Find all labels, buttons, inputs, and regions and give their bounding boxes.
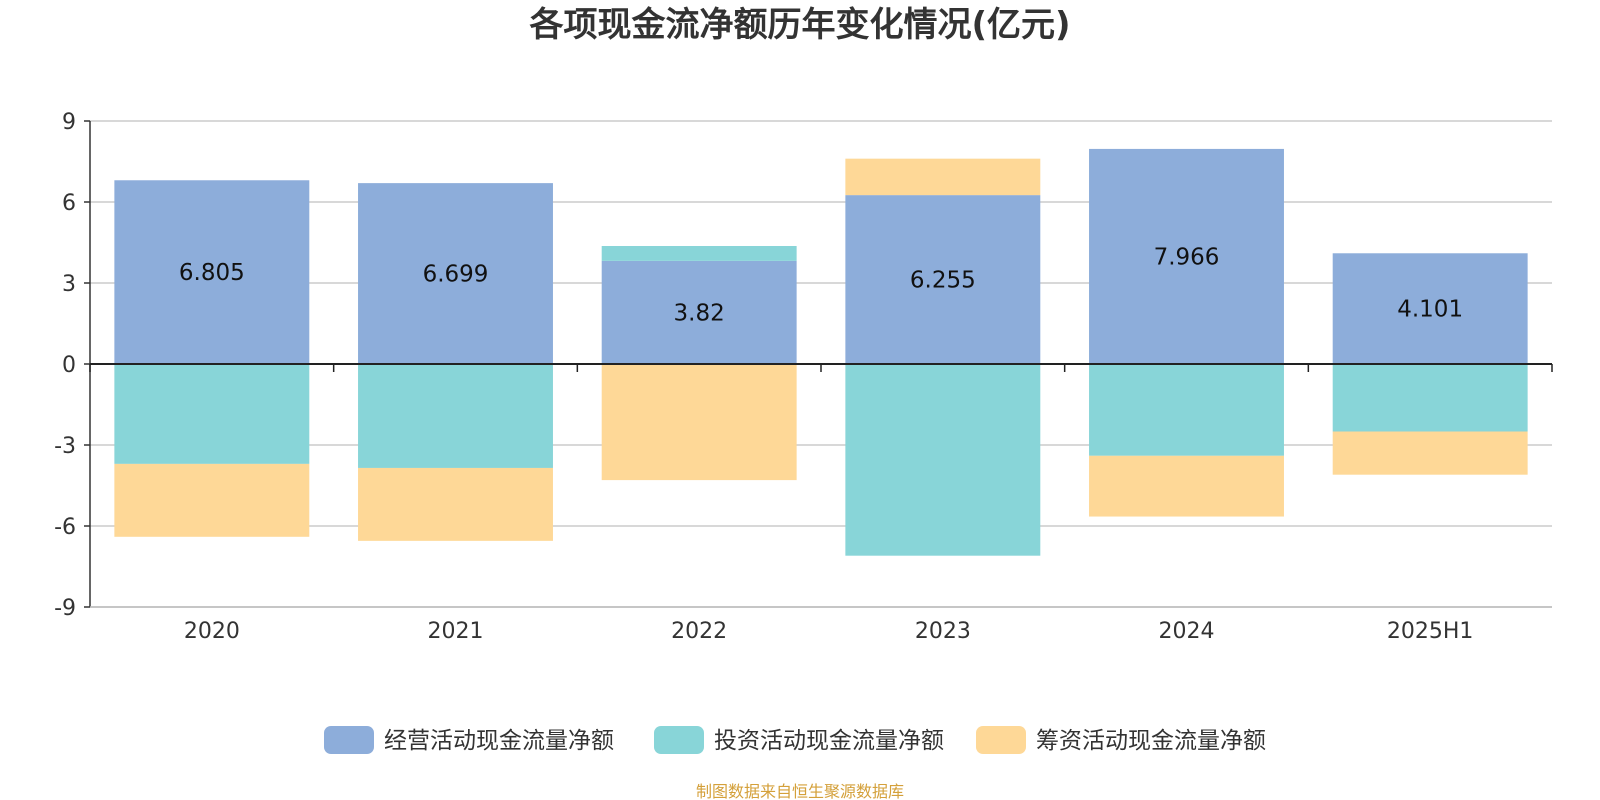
legend-label: 投资活动现金流量净额	[714, 728, 944, 754]
legend: 经营活动现金流量净额 投资活动现金流量净额 筹资活动现金流量净额	[324, 726, 1266, 754]
bar-s0-2022	[601, 260, 797, 364]
x-tick-label: 2022	[671, 619, 727, 644]
data-label: 4.101	[1397, 297, 1463, 323]
legend-swatch	[654, 726, 704, 754]
data-label: 6.805	[179, 260, 245, 286]
bar-s2-2024	[1089, 455, 1284, 517]
x-tick-label: 2021	[428, 619, 484, 644]
y-tick-label: 3	[62, 272, 76, 297]
data-label: 6.255	[910, 268, 976, 294]
data-label: 3.82	[674, 300, 725, 326]
bar-s1-2024	[1089, 364, 1284, 456]
y-tick-label: -9	[54, 596, 76, 621]
axes-group: 9 6 3 0 -3 -6 -9 2020 2021 2022 2023 2024 2025H1	[54, 110, 1553, 644]
data-label: 6.699	[423, 262, 489, 288]
y-tick-label: -6	[54, 515, 76, 540]
legend-swatch	[976, 726, 1026, 754]
bar-s2-2025H1	[1332, 431, 1528, 475]
legend-label: 经营活动现金流量净额	[384, 728, 614, 754]
data-labels-group: 6.805 6.699 3.82 6.255 7.966 4.101	[179, 244, 1463, 326]
bar-s1-2025H1	[1332, 364, 1528, 432]
x-tick-label: 2023	[915, 619, 971, 644]
bar-s0-2025H1	[1332, 253, 1528, 364]
bar-s1-2021	[358, 364, 553, 468]
bar-s0-2020	[114, 180, 310, 364]
y-tick-label: 9	[62, 110, 76, 135]
y-tick-label: 0	[62, 353, 76, 378]
legend-swatch	[324, 726, 374, 754]
x-tick-label: 2020	[184, 619, 240, 644]
bar-s1-2022	[601, 246, 797, 261]
bar-s1-2023	[845, 364, 1041, 556]
y-tick-label: 6	[62, 191, 76, 216]
bar-s2-2022	[601, 364, 797, 481]
data-label: 7.966	[1154, 244, 1220, 270]
bar-s0-2023	[845, 195, 1041, 364]
bars-group	[114, 148, 1528, 556]
bar-s2-2021	[358, 467, 553, 541]
source-note: 制图数据来自恒生聚源数据库	[696, 782, 904, 800]
legend-label: 筹资活动现金流量净额	[1036, 728, 1266, 754]
bar-s1-2020	[114, 364, 310, 464]
x-tick-label: 2024	[1159, 619, 1215, 644]
bar-s2-2020	[114, 463, 310, 537]
bar-s0-2024	[1089, 148, 1284, 364]
bar-s0-2021	[358, 183, 553, 364]
bar-s2-2023	[845, 158, 1041, 196]
y-tick-label: -3	[54, 434, 76, 459]
chart-title: 各项现金流净额历年变化情况(亿元)	[529, 5, 1070, 45]
x-tick-label: 2025H1	[1387, 619, 1474, 644]
